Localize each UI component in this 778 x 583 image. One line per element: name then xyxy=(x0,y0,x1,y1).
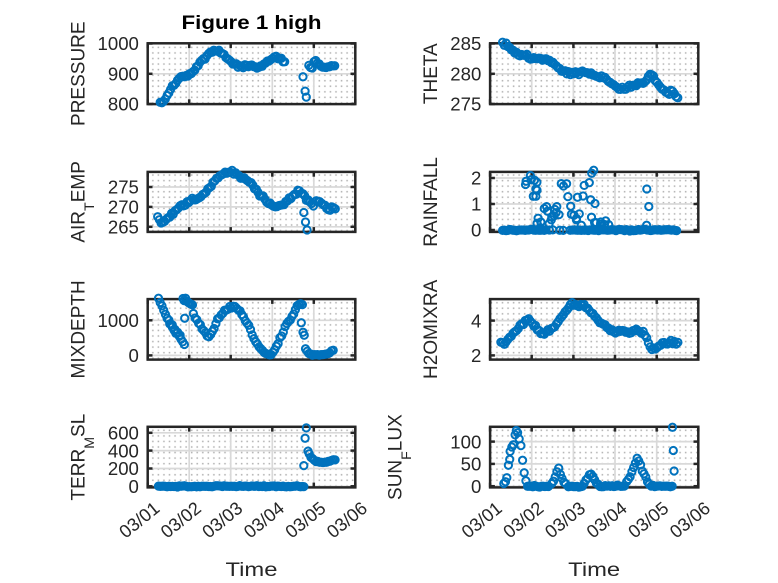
svg-text:THETA: THETA xyxy=(421,43,442,104)
svg-text:4: 4 xyxy=(471,310,481,331)
svg-text:800: 800 xyxy=(108,94,139,115)
svg-text:275: 275 xyxy=(108,177,139,198)
svg-text:2: 2 xyxy=(471,345,481,366)
svg-text:275: 275 xyxy=(450,94,481,115)
svg-text:400: 400 xyxy=(108,440,139,461)
svg-text:H2OMIXRA: H2OMIXRA xyxy=(421,279,442,379)
svg-text:600: 600 xyxy=(108,423,139,444)
svg-text:MIXDEPTH: MIXDEPTH xyxy=(69,280,90,378)
svg-text:0: 0 xyxy=(471,220,481,241)
svg-text:0: 0 xyxy=(129,345,139,366)
svg-text:280: 280 xyxy=(450,64,481,85)
svg-text:2: 2 xyxy=(471,168,481,189)
svg-text:200: 200 xyxy=(108,458,139,479)
svg-text:Time: Time xyxy=(568,559,620,581)
svg-text:50: 50 xyxy=(461,454,482,475)
svg-text:Figure 1 high: Figure 1 high xyxy=(182,12,322,34)
svg-text:0: 0 xyxy=(129,476,139,497)
svg-text:PRESSURE: PRESSURE xyxy=(69,21,90,126)
svg-text:285: 285 xyxy=(450,33,481,54)
svg-text:900: 900 xyxy=(108,64,139,85)
svg-text:0: 0 xyxy=(471,476,481,497)
svg-text:Time: Time xyxy=(226,559,278,581)
svg-text:1000: 1000 xyxy=(98,33,139,54)
svg-text:RAINFALL: RAINFALL xyxy=(421,157,442,247)
svg-text:265: 265 xyxy=(108,217,139,238)
svg-text:1000: 1000 xyxy=(98,310,139,331)
svg-text:100: 100 xyxy=(450,431,481,452)
svg-text:1: 1 xyxy=(471,194,481,215)
svg-text:270: 270 xyxy=(108,197,139,218)
